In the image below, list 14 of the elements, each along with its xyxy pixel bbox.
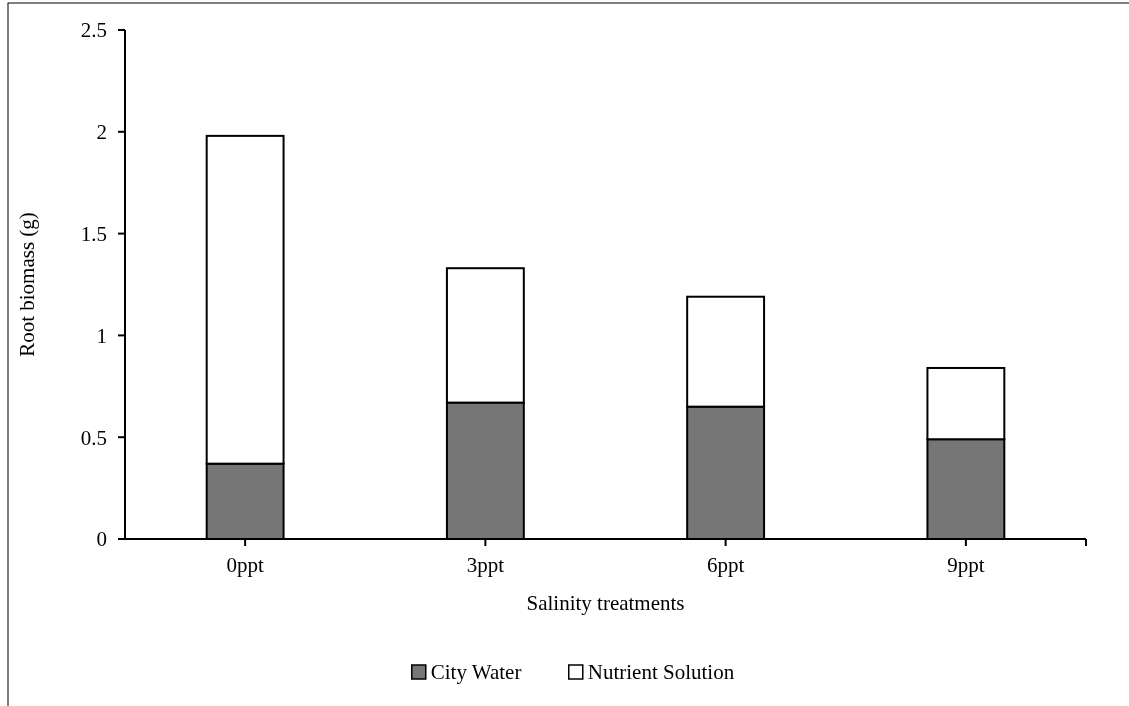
- x-tick-label: 3ppt: [466, 553, 505, 577]
- y-tick-label: 2.5: [80, 18, 107, 43]
- x-tick-label: 6ppt: [706, 553, 745, 577]
- y-axis-title: Root biomass (g): [15, 212, 39, 357]
- y-tick-label: 0.5: [80, 425, 107, 450]
- y-tick-label: 1.5: [80, 221, 107, 246]
- legend-label: City Water: [430, 660, 522, 685]
- y-tick-label: 0: [96, 527, 107, 552]
- legend-label: Nutrient Solution: [587, 660, 735, 685]
- y-tick-label: 2: [96, 120, 107, 145]
- y-tick-label: 1: [96, 323, 107, 348]
- x-tick-label: 0ppt: [226, 553, 264, 577]
- x-tick-label: 9ppt: [947, 553, 985, 577]
- x-axis-title: Salinity treatments: [526, 591, 685, 615]
